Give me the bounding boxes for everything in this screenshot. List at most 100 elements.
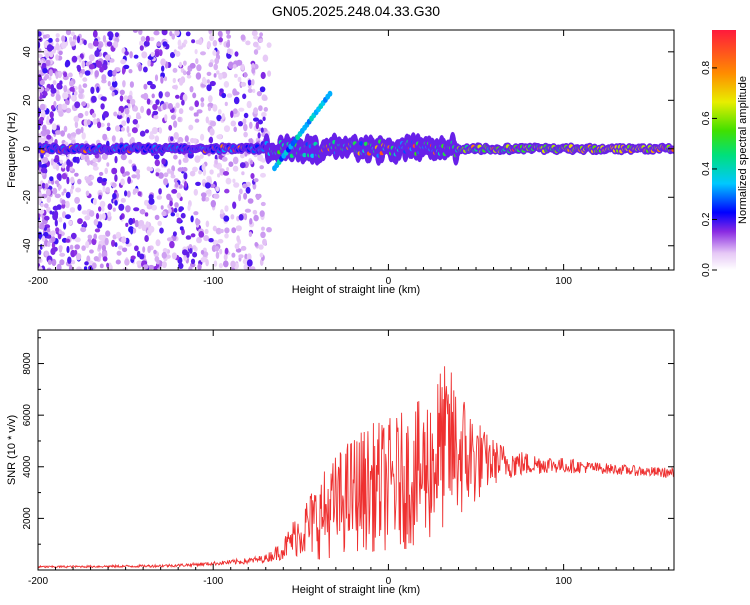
noise-speck (136, 172, 141, 180)
noise-speck (99, 66, 104, 73)
noise-speck (120, 153, 127, 161)
noise-speck (133, 105, 139, 112)
ridge-point (363, 141, 369, 147)
noise-speck (203, 235, 210, 242)
noise-speck (177, 116, 182, 123)
noise-speck (119, 89, 125, 96)
noise-speck (92, 162, 98, 167)
figure-title: GN05.2025.248.04.33.G30 (272, 3, 440, 19)
noise-speck (55, 227, 60, 233)
noise-speck (240, 34, 246, 41)
noise-speck (148, 264, 155, 270)
noise-speck (65, 200, 70, 209)
noise-speck (154, 214, 160, 221)
noise-speck (141, 224, 147, 232)
noise-speck (102, 185, 106, 193)
noise-speck (38, 73, 42, 82)
noise-speck (184, 135, 189, 143)
noise-speck (174, 202, 179, 208)
noise-speck (130, 227, 134, 235)
noise-speck (65, 191, 71, 199)
noise-speck (183, 39, 188, 45)
noise-speck (238, 121, 243, 127)
noise-speck (89, 210, 95, 217)
noise-speck (172, 77, 176, 84)
noise-speck (62, 91, 69, 100)
noise-speck (172, 231, 177, 237)
noise-speck (261, 226, 265, 231)
noise-speck (128, 159, 133, 164)
noise-speck (218, 263, 223, 269)
noise-speck (177, 167, 184, 172)
noise-speck (227, 61, 234, 69)
noise-speck (200, 51, 206, 56)
noise-speck (86, 158, 91, 166)
noise-speck (230, 214, 235, 220)
x-tick-label: 0 (386, 276, 392, 287)
noise-speck (161, 65, 165, 72)
noise-speck (218, 72, 223, 80)
noise-speck (69, 207, 76, 213)
noise-speck (111, 91, 115, 97)
noise-speck (59, 159, 63, 164)
noise-speck (166, 168, 171, 174)
noise-speck (41, 62, 47, 68)
noise-speck (70, 260, 76, 265)
noise-speck (119, 215, 123, 221)
noise-speck (192, 251, 198, 258)
noise-speck (80, 126, 84, 134)
noise-speck (142, 246, 146, 253)
noise-speck (77, 204, 82, 211)
noise-speck (88, 63, 95, 70)
noise-speck (39, 116, 45, 122)
noise-speck (88, 54, 95, 62)
x-tick-label: -200 (28, 576, 48, 587)
noise-speck (78, 93, 83, 99)
noise-speck (262, 54, 269, 62)
noise-speck (155, 171, 160, 177)
noise-speck (250, 173, 255, 179)
noise-speck (217, 173, 221, 178)
noise-speck (51, 236, 56, 243)
noise-speck (153, 30, 160, 36)
noise-speck (242, 183, 248, 189)
noise-speck (267, 70, 272, 77)
noise-speck (234, 243, 240, 250)
noise-speck (252, 88, 256, 93)
noise-speck (194, 118, 200, 123)
noise-speck (202, 168, 207, 176)
noise-speck (77, 65, 81, 72)
noise-speck (86, 119, 91, 126)
noise-speck (176, 192, 181, 199)
noise-speck (206, 71, 212, 76)
noise-speck (257, 155, 264, 162)
noise-speck (63, 188, 67, 194)
noise-speck (163, 76, 168, 82)
noise-speck (200, 257, 207, 263)
noise-speck (190, 233, 196, 238)
noise-speck (204, 182, 211, 189)
noise-speck (212, 40, 218, 47)
noise-speck (146, 108, 151, 116)
noise-speck (61, 163, 66, 169)
noise-speck (146, 203, 153, 210)
noise-speck (147, 167, 154, 172)
noise-speck (253, 117, 259, 122)
noise-speck (183, 60, 187, 66)
noise-speck (147, 59, 151, 67)
noise-speck (152, 103, 158, 111)
noise-speck (49, 50, 54, 58)
noise-speck (182, 167, 188, 172)
noise-speck (205, 116, 209, 124)
noise-speck (226, 167, 230, 172)
noise-speck (85, 241, 90, 249)
noise-speck (63, 222, 67, 230)
noise-speck (52, 205, 59, 211)
noise-speck (38, 60, 41, 67)
noise-speck (241, 171, 245, 176)
noise-speck (111, 239, 116, 247)
noise-speck (253, 35, 259, 40)
noise-speck (40, 167, 48, 174)
snr-marks (38, 366, 674, 569)
noise-speck (208, 238, 214, 243)
